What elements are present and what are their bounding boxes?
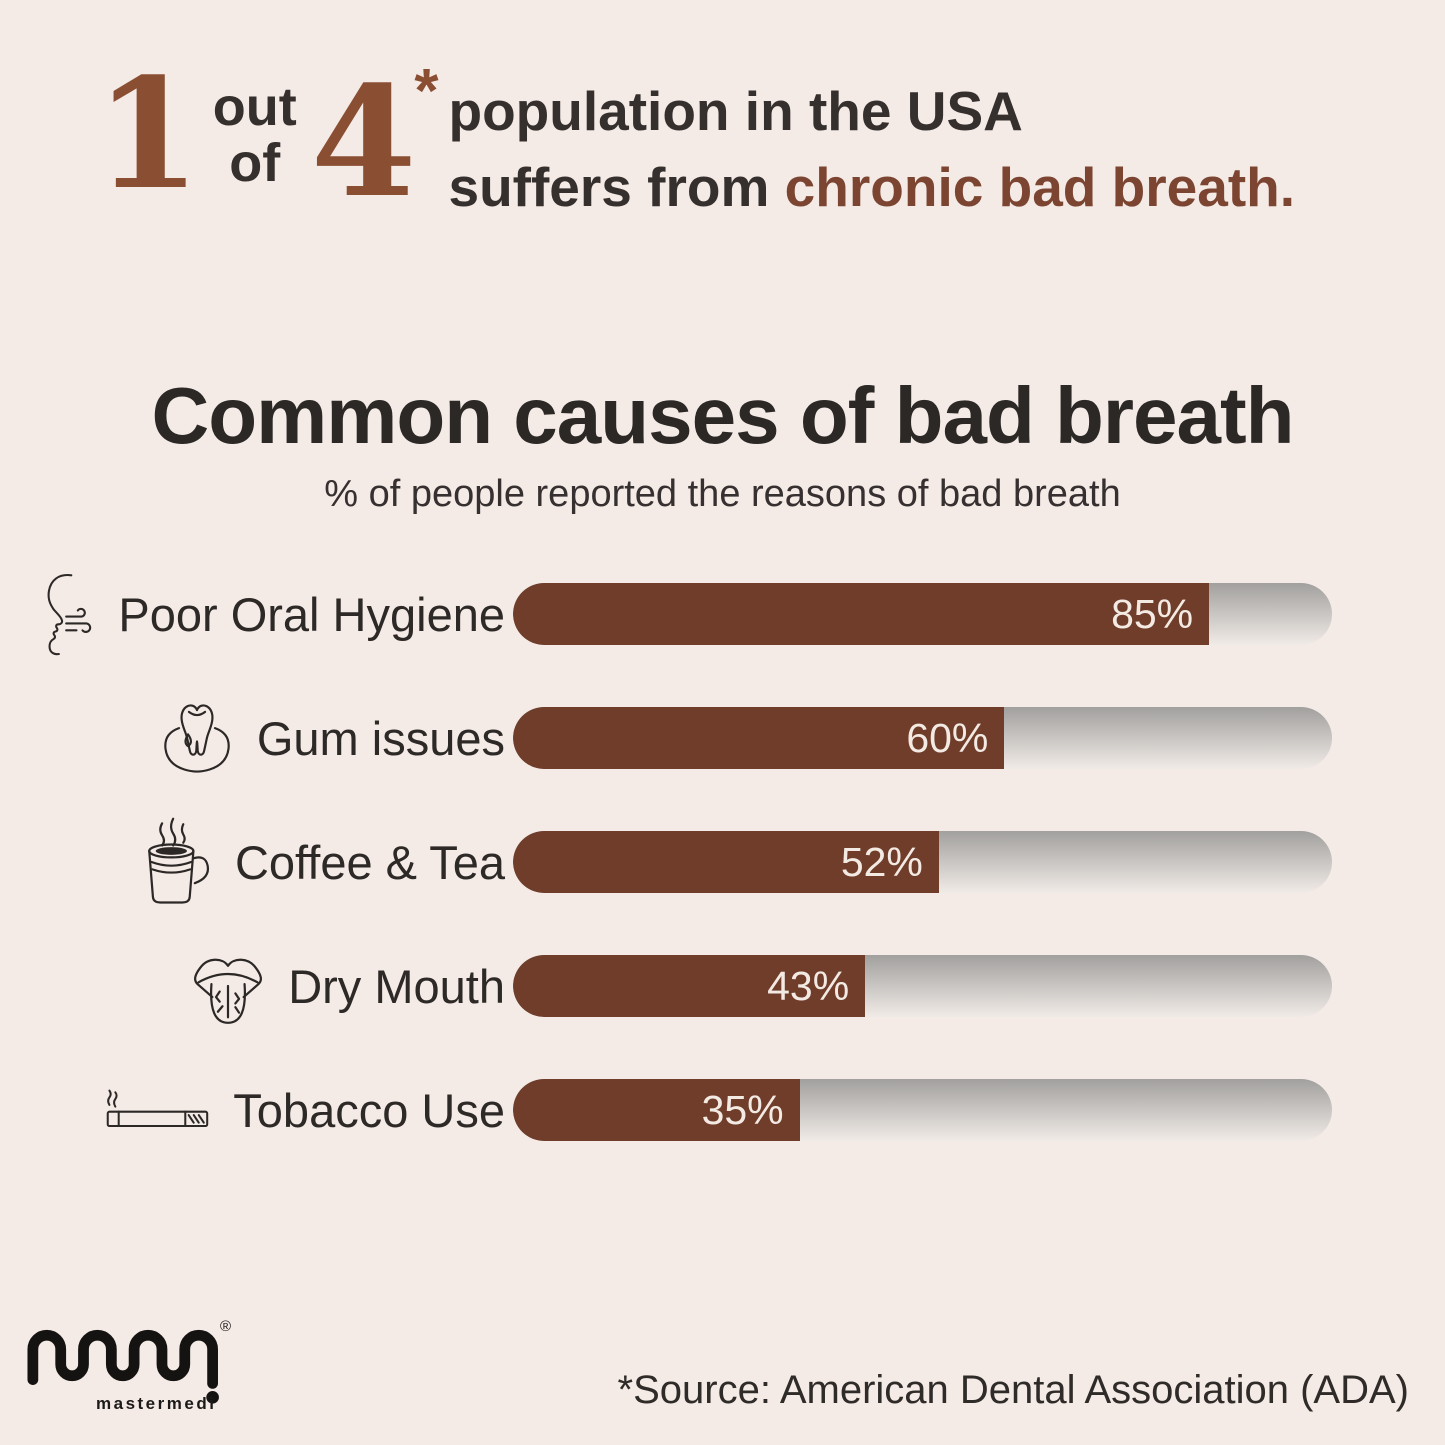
- bar-label: Dry Mouth: [288, 959, 505, 1013]
- bar-row: Gum issues 60%: [0, 704, 1332, 773]
- bar-chart: Poor Oral Hygiene 85% Gum issues: [0, 574, 1332, 1203]
- bar-label: Tobacco Use: [233, 1083, 505, 1137]
- row-label: Poor Oral Hygiene: [0, 566, 513, 662]
- chart-title: Common causes of bad breath: [151, 371, 1294, 460]
- bar-label: Gum issues: [256, 711, 505, 765]
- coffee-cup-icon: [129, 813, 221, 911]
- bar-label: Coffee & Tea: [234, 835, 505, 889]
- registered-mark: ®: [220, 1318, 232, 1335]
- bar-track: 52%: [513, 831, 1332, 893]
- headline-line1: population in the USA: [448, 80, 1023, 142]
- row-label: Coffee & Tea: [0, 813, 513, 911]
- bar-track: 85%: [513, 583, 1332, 645]
- headline-out: out: [212, 77, 297, 137]
- row-label: Dry Mouth: [0, 935, 513, 1037]
- logo-squiggle-icon: [27, 1329, 219, 1404]
- bar-row: Poor Oral Hygiene 85%: [0, 574, 1332, 656]
- row-label: Tobacco Use: [0, 1082, 513, 1138]
- cigarette-icon: [101, 1082, 219, 1138]
- bar-value: 60%: [906, 714, 989, 761]
- row-label: Gum issues: [0, 693, 513, 783]
- source-citation: *Source: American Dental Association (AD…: [617, 1368, 1409, 1412]
- bar-track: 43%: [513, 955, 1332, 1017]
- headline-number-4: 4: [310, 52, 417, 231]
- logo-wordmark: mastermedi: [96, 1394, 217, 1413]
- headline-out-of: out of: [212, 77, 297, 193]
- bar-fill: 85%: [513, 583, 1210, 645]
- bar-row: Coffee & Tea 52%: [0, 817, 1332, 904]
- bar-track: 60%: [513, 707, 1332, 769]
- bar-label: Poor Oral Hygiene: [118, 587, 505, 641]
- headline-accent: chronic bad breath.: [784, 155, 1296, 218]
- bar-value: 43%: [767, 962, 850, 1009]
- chart-subtitle: % of people reported the reasons of bad …: [324, 473, 1121, 515]
- tooth-gum-icon: [151, 693, 243, 783]
- headline-text: population in the USA suffers from chron…: [448, 74, 1295, 226]
- bar-track: 35%: [513, 1079, 1332, 1141]
- bad-breath-face-icon: [18, 566, 104, 662]
- mastermedi-logo: mastermedi ®: [24, 1318, 239, 1430]
- bar-fill: 43%: [513, 955, 866, 1017]
- headline-number-1: 1: [95, 44, 201, 223]
- dry-tongue-icon: [182, 935, 274, 1037]
- headline-line2: suffers from chronic bad breath.: [448, 155, 1296, 218]
- headline-of: of: [229, 132, 281, 193]
- bar-fill: 52%: [513, 831, 939, 893]
- bar-row: Dry Mouth 43%: [0, 955, 1332, 1024]
- bar-value: 52%: [840, 838, 923, 885]
- bar-value: 35%: [701, 1086, 784, 1133]
- headline-asterisk: *: [414, 57, 439, 126]
- bar-row: Tobacco Use 35%: [0, 1079, 1332, 1141]
- bar-fill: 35%: [513, 1079, 800, 1141]
- bar-fill: 60%: [513, 707, 1005, 769]
- headline-number-4-wrap: 4 *: [311, 57, 439, 218]
- headline: 1 out of 4 * population in the USA suffe…: [95, 44, 1295, 226]
- bar-value: 85%: [1111, 590, 1194, 637]
